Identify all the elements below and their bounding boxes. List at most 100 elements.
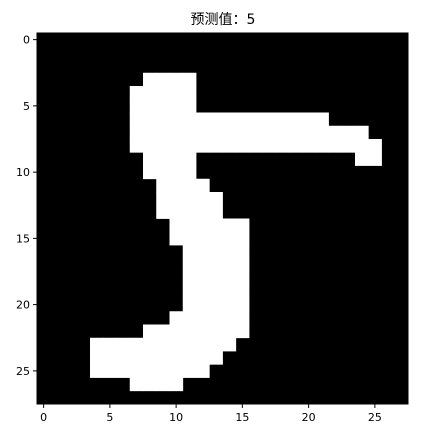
pixel-cell (182, 178, 197, 193)
pixel-cell (182, 298, 197, 312)
pixel-cell (302, 112, 316, 127)
pixel-cell (129, 351, 144, 365)
pixel-cell (156, 86, 170, 100)
pixel-cell (196, 258, 210, 272)
pixel-cell (169, 178, 184, 193)
pixel-cell (169, 99, 184, 113)
x-tick-label: 10 (169, 411, 183, 424)
pixel-cell (288, 112, 303, 127)
pixel-cell (235, 284, 250, 299)
axes-frame (36, 32, 409, 405)
pixel-cell (182, 192, 197, 206)
pixel-cell (222, 139, 237, 153)
pixel-cell (156, 192, 170, 206)
pixel-cell (129, 377, 144, 392)
pixel-cell (156, 152, 170, 166)
pixel-cell (235, 125, 250, 140)
pixel-cell (182, 231, 197, 246)
pixel-cell (169, 86, 184, 100)
y-tick-label: 25 (16, 365, 30, 378)
pixel-cell (275, 125, 290, 140)
pixel-cell (156, 377, 170, 392)
chart-title: 预测值：5 (191, 12, 256, 28)
pixel-cell (129, 99, 144, 113)
pixel-cell (368, 139, 382, 153)
pixel-cell (196, 192, 210, 206)
pixel-cell (315, 112, 329, 127)
pixel-cell (315, 125, 329, 140)
pixel-cell (156, 337, 170, 352)
pixel-cell (209, 337, 223, 352)
pixel-cell (169, 112, 184, 127)
pixel-cell (156, 139, 170, 153)
x-tick-label: 25 (368, 411, 382, 424)
pixel-cell (182, 351, 197, 365)
pixel-cell (169, 324, 184, 339)
pixel-cell (182, 139, 197, 153)
pixel-cell (262, 112, 276, 127)
pixel-cell (222, 298, 237, 312)
pixel-cell (249, 112, 263, 127)
pixel-cell (90, 351, 104, 365)
pixel-cell (129, 112, 144, 127)
pixel-cell (143, 99, 157, 113)
pixel-cell (209, 324, 223, 339)
x-tick-label: 0 (40, 411, 47, 424)
pixel-cell (143, 377, 157, 392)
pixel-cell (143, 351, 157, 365)
pixel-cell (196, 125, 210, 140)
pixel-cell (169, 364, 184, 378)
pixel-cell (328, 139, 343, 153)
pixel-cell (222, 112, 237, 127)
pixel-cell (235, 139, 250, 153)
pixel-cell (288, 125, 303, 140)
pixel-cell (209, 351, 223, 365)
pixel-cell (235, 245, 250, 259)
pixel-cell (355, 125, 369, 140)
y-tick-label: 15 (16, 232, 30, 245)
pixel-cell (156, 125, 170, 140)
pixel-cell (169, 231, 184, 246)
y-axis: 0 5 10 15 20 25 (16, 34, 37, 378)
pixel-cell (235, 258, 250, 272)
pixel-cell (196, 284, 210, 299)
pixel-cell (341, 125, 356, 140)
pixel-cell (182, 112, 197, 127)
pixel-cell (222, 125, 237, 140)
pixel-cell (143, 72, 157, 87)
pixel-cell (169, 139, 184, 153)
pixel-cell (103, 364, 117, 378)
pixel-cell (129, 337, 144, 352)
pixel-cell (182, 152, 197, 166)
pixel-cell (355, 152, 369, 166)
pixel-cell (182, 86, 197, 100)
pixel-cell (209, 258, 223, 272)
pixel-cell (129, 125, 144, 140)
pixel-cell (222, 231, 237, 246)
y-tick-label: 5 (23, 100, 30, 113)
pixel-cell (116, 351, 131, 365)
pixel-cell (196, 205, 210, 219)
pixel-cell (196, 324, 210, 339)
pixel-cell (196, 178, 210, 193)
pixel-cell (182, 271, 197, 286)
y-tick-label: 0 (23, 34, 30, 47)
pixel-cell (103, 337, 117, 352)
pixel-cell (235, 311, 250, 325)
pixel-cell (182, 258, 197, 272)
pixel-cell (235, 218, 250, 233)
pixel-cell (222, 284, 237, 299)
pixel-cell (222, 324, 237, 339)
pixel-cell (90, 364, 104, 378)
y-tick-label: 20 (16, 299, 30, 312)
pixel-cell (143, 152, 157, 166)
pixel-cell (156, 165, 170, 180)
pixel-cell (196, 364, 210, 378)
pixel-cell (169, 165, 184, 180)
pixel-cell (143, 337, 157, 352)
pixel-cell (182, 218, 197, 233)
pixel-cell (196, 311, 210, 325)
pixel-cell (169, 311, 184, 325)
pixel-cell (275, 139, 290, 153)
